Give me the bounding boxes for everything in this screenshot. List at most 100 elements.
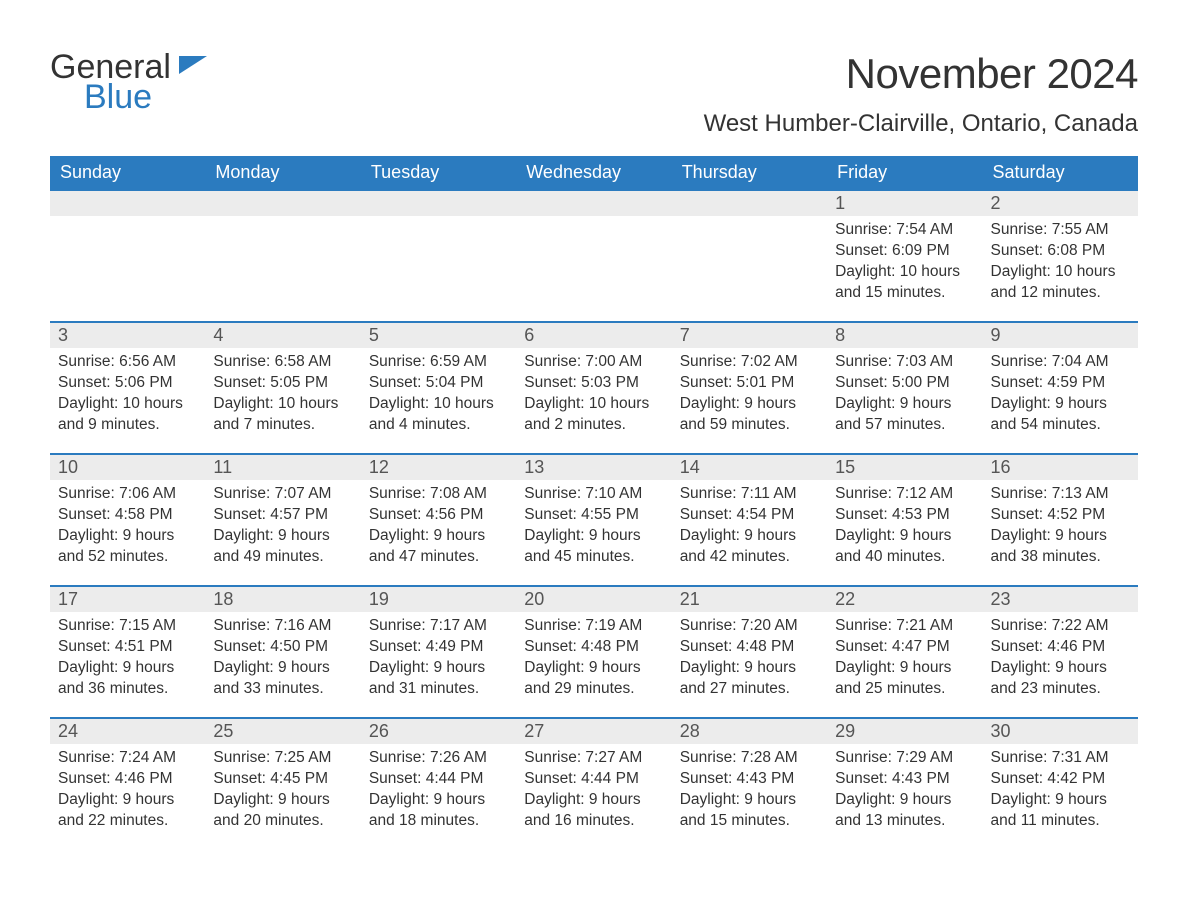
sunrise-line: Sunrise: 7:54 AM xyxy=(835,220,974,241)
calendar-table: Sunday Monday Tuesday Wednesday Thursday… xyxy=(50,156,1138,849)
day-number: 18 xyxy=(205,587,360,612)
sunset-line: Sunset: 4:53 PM xyxy=(835,505,974,526)
location-subtitle: West Humber-Clairville, Ontario, Canada xyxy=(704,110,1138,138)
sunset-line: Sunset: 5:06 PM xyxy=(58,373,197,394)
day-details: Sunrise: 6:56 AMSunset: 5:06 PMDaylight:… xyxy=(50,348,205,444)
day-details: Sunrise: 7:15 AMSunset: 4:51 PMDaylight:… xyxy=(50,612,205,708)
day-wrap: 22Sunrise: 7:21 AMSunset: 4:47 PMDayligh… xyxy=(827,585,982,708)
sunrise-line: Sunrise: 7:06 AM xyxy=(58,484,197,505)
calendar-cell: 15Sunrise: 7:12 AMSunset: 4:53 PMDayligh… xyxy=(827,453,982,585)
calendar-cell: 16Sunrise: 7:13 AMSunset: 4:52 PMDayligh… xyxy=(983,453,1138,585)
day-number: 25 xyxy=(205,719,360,744)
calendar-cell xyxy=(50,189,205,321)
day-wrap: 19Sunrise: 7:17 AMSunset: 4:49 PMDayligh… xyxy=(361,585,516,708)
calendar-cell: 20Sunrise: 7:19 AMSunset: 4:48 PMDayligh… xyxy=(516,585,671,717)
day-wrap: 11Sunrise: 7:07 AMSunset: 4:57 PMDayligh… xyxy=(205,453,360,576)
day-wrap: 8Sunrise: 7:03 AMSunset: 5:00 PMDaylight… xyxy=(827,321,982,444)
weekday-header: Tuesday xyxy=(361,156,516,189)
day-number: 30 xyxy=(983,719,1138,744)
calendar-cell xyxy=(205,189,360,321)
day-number: 17 xyxy=(50,587,205,612)
day-wrap: 29Sunrise: 7:29 AMSunset: 4:43 PMDayligh… xyxy=(827,717,982,840)
day-number: 6 xyxy=(516,323,671,348)
sunrise-line: Sunrise: 6:58 AM xyxy=(213,352,352,373)
day-details: Sunrise: 7:11 AMSunset: 4:54 PMDaylight:… xyxy=(672,480,827,576)
day-number-empty xyxy=(205,191,360,216)
sunrise-line: Sunrise: 7:24 AM xyxy=(58,748,197,769)
daylight-line: Daylight: 10 hours and 4 minutes. xyxy=(369,394,508,436)
sunset-line: Sunset: 4:48 PM xyxy=(524,637,663,658)
calendar-cell: 19Sunrise: 7:17 AMSunset: 4:49 PMDayligh… xyxy=(361,585,516,717)
calendar-cell: 1Sunrise: 7:54 AMSunset: 6:09 PMDaylight… xyxy=(827,189,982,321)
calendar-cell: 28Sunrise: 7:28 AMSunset: 4:43 PMDayligh… xyxy=(672,717,827,849)
day-number: 27 xyxy=(516,719,671,744)
day-wrap: 4Sunrise: 6:58 AMSunset: 5:05 PMDaylight… xyxy=(205,321,360,444)
sunrise-line: Sunrise: 7:27 AM xyxy=(524,748,663,769)
day-details: Sunrise: 7:26 AMSunset: 4:44 PMDaylight:… xyxy=(361,744,516,840)
sunset-line: Sunset: 4:47 PM xyxy=(835,637,974,658)
calendar-cell: 26Sunrise: 7:26 AMSunset: 4:44 PMDayligh… xyxy=(361,717,516,849)
sunrise-line: Sunrise: 7:17 AM xyxy=(369,616,508,637)
sunset-line: Sunset: 5:01 PM xyxy=(680,373,819,394)
calendar-cell: 18Sunrise: 7:16 AMSunset: 4:50 PMDayligh… xyxy=(205,585,360,717)
sunrise-line: Sunrise: 7:55 AM xyxy=(991,220,1130,241)
day-details: Sunrise: 7:02 AMSunset: 5:01 PMDaylight:… xyxy=(672,348,827,444)
calendar-cell: 12Sunrise: 7:08 AMSunset: 4:56 PMDayligh… xyxy=(361,453,516,585)
day-number-empty xyxy=(672,191,827,216)
daylight-line: Daylight: 9 hours and 38 minutes. xyxy=(991,526,1130,568)
day-details: Sunrise: 7:04 AMSunset: 4:59 PMDaylight:… xyxy=(983,348,1138,444)
day-number-empty xyxy=(50,191,205,216)
weekday-header: Monday xyxy=(205,156,360,189)
sunrise-line: Sunrise: 7:21 AM xyxy=(835,616,974,637)
sunset-line: Sunset: 4:43 PM xyxy=(835,769,974,790)
sunset-line: Sunset: 4:48 PM xyxy=(680,637,819,658)
day-wrap: 21Sunrise: 7:20 AMSunset: 4:48 PMDayligh… xyxy=(672,585,827,708)
sunrise-line: Sunrise: 7:25 AM xyxy=(213,748,352,769)
calendar-cell: 6Sunrise: 7:00 AMSunset: 5:03 PMDaylight… xyxy=(516,321,671,453)
day-number: 26 xyxy=(361,719,516,744)
day-details: Sunrise: 7:00 AMSunset: 5:03 PMDaylight:… xyxy=(516,348,671,444)
sunrise-line: Sunrise: 7:10 AM xyxy=(524,484,663,505)
daylight-line: Daylight: 9 hours and 52 minutes. xyxy=(58,526,197,568)
sunrise-line: Sunrise: 6:56 AM xyxy=(58,352,197,373)
daylight-line: Daylight: 9 hours and 49 minutes. xyxy=(213,526,352,568)
day-wrap: 20Sunrise: 7:19 AMSunset: 4:48 PMDayligh… xyxy=(516,585,671,708)
calendar-cell: 29Sunrise: 7:29 AMSunset: 4:43 PMDayligh… xyxy=(827,717,982,849)
sunrise-line: Sunrise: 7:07 AM xyxy=(213,484,352,505)
daylight-line: Daylight: 9 hours and 29 minutes. xyxy=(524,658,663,700)
sunset-line: Sunset: 4:42 PM xyxy=(991,769,1130,790)
sunset-line: Sunset: 4:55 PM xyxy=(524,505,663,526)
day-details: Sunrise: 7:29 AMSunset: 4:43 PMDaylight:… xyxy=(827,744,982,840)
sunrise-line: Sunrise: 7:12 AM xyxy=(835,484,974,505)
sunset-line: Sunset: 4:44 PM xyxy=(524,769,663,790)
calendar-cell: 10Sunrise: 7:06 AMSunset: 4:58 PMDayligh… xyxy=(50,453,205,585)
sunrise-line: Sunrise: 7:31 AM xyxy=(991,748,1130,769)
day-wrap: 25Sunrise: 7:25 AMSunset: 4:45 PMDayligh… xyxy=(205,717,360,840)
day-wrap: 27Sunrise: 7:27 AMSunset: 4:44 PMDayligh… xyxy=(516,717,671,840)
sunrise-line: Sunrise: 6:59 AM xyxy=(369,352,508,373)
daylight-line: Daylight: 9 hours and 42 minutes. xyxy=(680,526,819,568)
day-wrap: 10Sunrise: 7:06 AMSunset: 4:58 PMDayligh… xyxy=(50,453,205,576)
day-number: 13 xyxy=(516,455,671,480)
calendar-cell: 22Sunrise: 7:21 AMSunset: 4:47 PMDayligh… xyxy=(827,585,982,717)
daylight-line: Daylight: 9 hours and 36 minutes. xyxy=(58,658,197,700)
month-title: November 2024 xyxy=(704,50,1138,98)
sunset-line: Sunset: 4:56 PM xyxy=(369,505,508,526)
daylight-line: Daylight: 9 hours and 54 minutes. xyxy=(991,394,1130,436)
calendar-cell: 3Sunrise: 6:56 AMSunset: 5:06 PMDaylight… xyxy=(50,321,205,453)
weekday-header: Thursday xyxy=(672,156,827,189)
daylight-line: Daylight: 9 hours and 45 minutes. xyxy=(524,526,663,568)
weekday-header: Friday xyxy=(827,156,982,189)
sunset-line: Sunset: 4:54 PM xyxy=(680,505,819,526)
weekday-header: Saturday xyxy=(983,156,1138,189)
day-wrap-empty xyxy=(516,189,671,216)
daylight-line: Daylight: 9 hours and 59 minutes. xyxy=(680,394,819,436)
day-number: 4 xyxy=(205,323,360,348)
calendar-cell: 5Sunrise: 6:59 AMSunset: 5:04 PMDaylight… xyxy=(361,321,516,453)
day-wrap-empty xyxy=(205,189,360,216)
day-number: 11 xyxy=(205,455,360,480)
sunrise-line: Sunrise: 7:02 AM xyxy=(680,352,819,373)
daylight-line: Daylight: 9 hours and 25 minutes. xyxy=(835,658,974,700)
day-details: Sunrise: 7:20 AMSunset: 4:48 PMDaylight:… xyxy=(672,612,827,708)
calendar-week-row: 10Sunrise: 7:06 AMSunset: 4:58 PMDayligh… xyxy=(50,453,1138,585)
